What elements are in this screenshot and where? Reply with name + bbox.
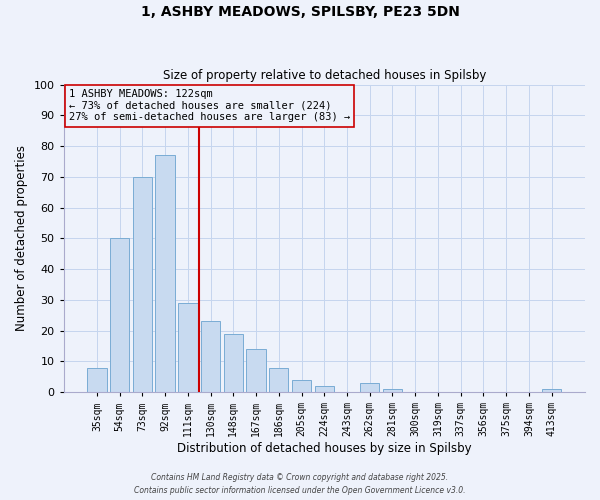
Bar (247, 349, 266, 392)
Text: 1, ASHBY MEADOWS, SPILSBY, PE23 5DN: 1, ASHBY MEADOWS, SPILSBY, PE23 5DN (140, 5, 460, 19)
Bar (133, 177, 152, 392)
Bar (224, 334, 243, 392)
X-axis label: Distribution of detached houses by size in Spilsby: Distribution of detached houses by size … (177, 442, 472, 455)
Bar (292, 380, 311, 392)
Bar (542, 389, 561, 392)
Bar (87, 368, 107, 392)
Text: 1 ASHBY MEADOWS: 122sqm
← 73% of detached houses are smaller (224)
27% of semi-d: 1 ASHBY MEADOWS: 122sqm ← 73% of detache… (69, 89, 350, 122)
Bar (360, 383, 379, 392)
Title: Size of property relative to detached houses in Spilsby: Size of property relative to detached ho… (163, 69, 486, 82)
Bar (383, 389, 402, 392)
Bar (155, 156, 175, 392)
Bar (314, 386, 334, 392)
Bar (110, 238, 130, 392)
Bar (178, 303, 197, 392)
Y-axis label: Number of detached properties: Number of detached properties (15, 146, 28, 332)
Bar (201, 322, 220, 392)
Text: Contains HM Land Registry data © Crown copyright and database right 2025.
Contai: Contains HM Land Registry data © Crown c… (134, 474, 466, 495)
Bar (269, 368, 289, 392)
